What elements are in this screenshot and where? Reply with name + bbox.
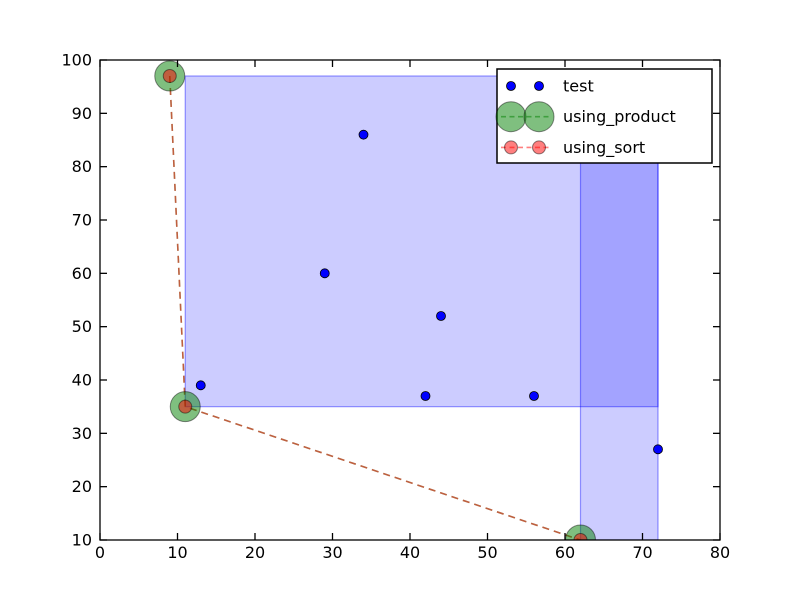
legend-label-test: test [563,77,594,96]
test-point-2 [358,129,369,140]
x-tick-label: 0 [95,543,105,562]
legend-marker-test-0 [506,81,516,91]
using_sort-point-0 [162,69,177,83]
legend-group: test using_product using_sort [495,68,713,164]
test-point-0 [195,380,206,391]
x-tick-label: 40 [400,543,420,562]
legend-marker-using_sort-0 [504,140,518,155]
y-tick-label: 30 [72,424,92,443]
legend-marker-using_product-1 [523,101,555,133]
y-tick-label: 60 [72,264,92,283]
series-lines-group [168,75,581,540]
y-tick-label: 70 [72,211,92,230]
test-point-4 [436,311,446,321]
test-point-6 [653,444,663,455]
x-tick-label: 10 [167,543,187,562]
y-tick-label: 40 [72,371,92,390]
x-tick-label: 50 [477,543,497,562]
legend-label-using_sort: using_sort [563,138,645,158]
test-point-1 [319,268,330,279]
series-markers-group [154,60,663,540]
test-point-5 [529,391,539,401]
test-point-3 [420,391,431,401]
y-tick-label: 100 [61,51,92,70]
x-tick-label: 20 [245,543,265,562]
x-tick-label: 70 [632,543,652,562]
using_sort-point-2 [573,533,588,540]
y-tick-label: 90 [72,104,92,123]
legend-marker-test-1 [534,81,544,91]
legend-marker-using_sort-1 [532,140,546,155]
x-tick-label: 80 [710,543,730,562]
y-tick-label: 50 [72,317,92,336]
using_product-point-2 [565,524,596,540]
legend-marker-using_product-0 [495,101,527,133]
x-tick-label: 60 [555,543,575,562]
y-tick-label: 10 [72,531,92,550]
x-tick-label: 30 [322,543,342,562]
legend-label-using_product: using_product [563,107,676,127]
using_sort-point-1 [178,399,193,414]
y-tick-label: 20 [72,477,92,496]
using_sort-dashed-line [168,75,581,540]
y-tick-label: 80 [72,157,92,176]
